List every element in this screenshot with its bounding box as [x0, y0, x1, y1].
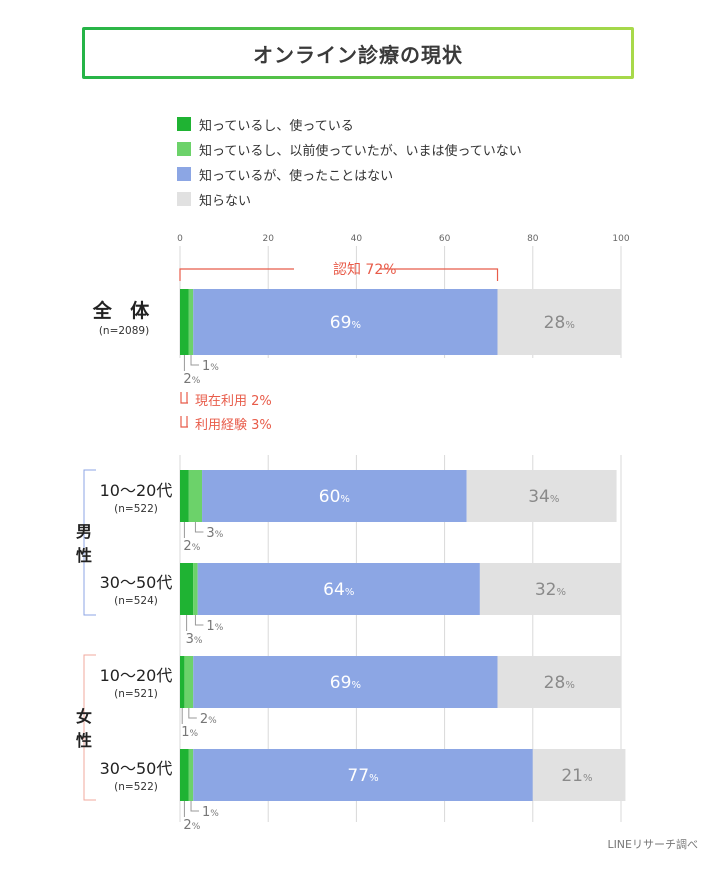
row-sample-size: (n=522) — [114, 781, 158, 793]
bar-segment — [193, 289, 498, 355]
legend-item-using: 知っているし、使っている — [177, 115, 354, 134]
bar-segment — [180, 749, 189, 801]
legend-label: 知っているが、使ったことはない — [199, 168, 394, 184]
bar-segment — [180, 289, 189, 355]
bar-segment — [180, 470, 189, 522]
bar-segment — [193, 656, 498, 708]
callout-line — [190, 801, 200, 812]
bar-segment — [188, 289, 194, 355]
callout-line — [194, 615, 204, 626]
row-label-text: 30〜50代 — [99, 759, 173, 778]
group-bracket-female — [83, 654, 96, 801]
data-label: 3% — [186, 632, 203, 647]
data-label: 1% — [206, 619, 223, 634]
bar-segment — [188, 470, 203, 522]
tick-label: 80 — [527, 234, 539, 244]
callout-line — [188, 708, 197, 719]
row-label-male-middle: 30〜50代 (n=524) — [96, 569, 176, 607]
legend-swatch — [177, 117, 191, 131]
legend-item-used-before: 知っているし、以前使っていたが、いまは使っていない — [177, 140, 522, 159]
bar-segment — [479, 563, 621, 615]
data-label: 1% — [181, 725, 198, 740]
data-label: 3% — [206, 526, 223, 541]
data-label: 2% — [183, 539, 200, 554]
usage-experience-bracket — [180, 416, 188, 428]
legend-item-unknown: 知らない — [177, 190, 252, 209]
legend-swatch — [177, 192, 191, 206]
bar-segment — [193, 563, 198, 615]
bar-segment — [497, 289, 621, 355]
row-label-text: 10〜20代 — [99, 666, 173, 685]
data-label: 1% — [202, 359, 219, 374]
tick-label: 20 — [262, 234, 274, 244]
title-box: オンライン診療の現状 — [82, 27, 634, 79]
current-use-bracket — [180, 392, 188, 404]
source-credit: LINEリサーチ調べ — [607, 838, 698, 851]
bar-segment — [466, 470, 617, 522]
row-sample-size: (n=2089) — [98, 325, 150, 337]
data-label: 1% — [202, 805, 219, 820]
tick-label: 40 — [351, 234, 363, 244]
bar-segment — [188, 749, 194, 801]
data-label: 2% — [200, 712, 217, 727]
row-label-total: 全 体 (n=2089) — [84, 296, 164, 337]
bar-segment — [532, 749, 626, 801]
legend-item-never-used: 知っているが、使ったことはない — [177, 165, 394, 184]
row-label-text: 30〜50代 — [99, 573, 173, 592]
group-label-female: 女性 — [75, 707, 92, 750]
awareness-bracket — [179, 268, 499, 281]
bar-segment — [197, 563, 480, 615]
note-current-use: 現在利用 2% — [195, 394, 272, 409]
awareness-label: 認知 72% — [333, 261, 397, 278]
legend-label: 知っているし、使っている — [199, 118, 354, 134]
legend-swatch — [177, 167, 191, 181]
legend-label: 知らない — [199, 193, 252, 209]
row-label-female-middle: 30〜50代 (n=522) — [96, 755, 176, 793]
row-sample-size: (n=521) — [114, 688, 158, 700]
legend-label: 知っているし、以前使っていたが、いまは使っていない — [199, 143, 522, 159]
legend-swatch — [177, 142, 191, 156]
row-label-text: 全 体 — [92, 300, 156, 322]
bar-segment — [202, 470, 467, 522]
bar-segment — [180, 563, 194, 615]
chart-title: オンライン診療の現状 — [253, 42, 463, 67]
group-label-male: 男性 — [75, 522, 92, 565]
tick-label: 0 — [177, 234, 183, 244]
bar-segment — [497, 656, 621, 708]
row-sample-size: (n=524) — [114, 595, 158, 607]
row-label-male-young: 10〜20代 (n=522) — [96, 477, 176, 515]
data-label: 2% — [183, 372, 200, 387]
callout-line — [190, 355, 200, 366]
bar-segment — [180, 656, 185, 708]
row-label-female-young: 10〜20代 (n=521) — [96, 662, 176, 700]
bar-segment — [193, 749, 533, 801]
tick-label: 60 — [439, 234, 451, 244]
row-label-text: 10〜20代 — [99, 481, 173, 500]
callout-line — [194, 522, 204, 533]
row-sample-size: (n=522) — [114, 503, 158, 515]
tick-label: 100 — [612, 234, 629, 244]
note-usage-experience: 利用経験 3% — [195, 418, 272, 433]
group-bracket-male — [83, 469, 96, 616]
data-label: 2% — [183, 818, 200, 833]
bar-segment — [184, 656, 194, 708]
